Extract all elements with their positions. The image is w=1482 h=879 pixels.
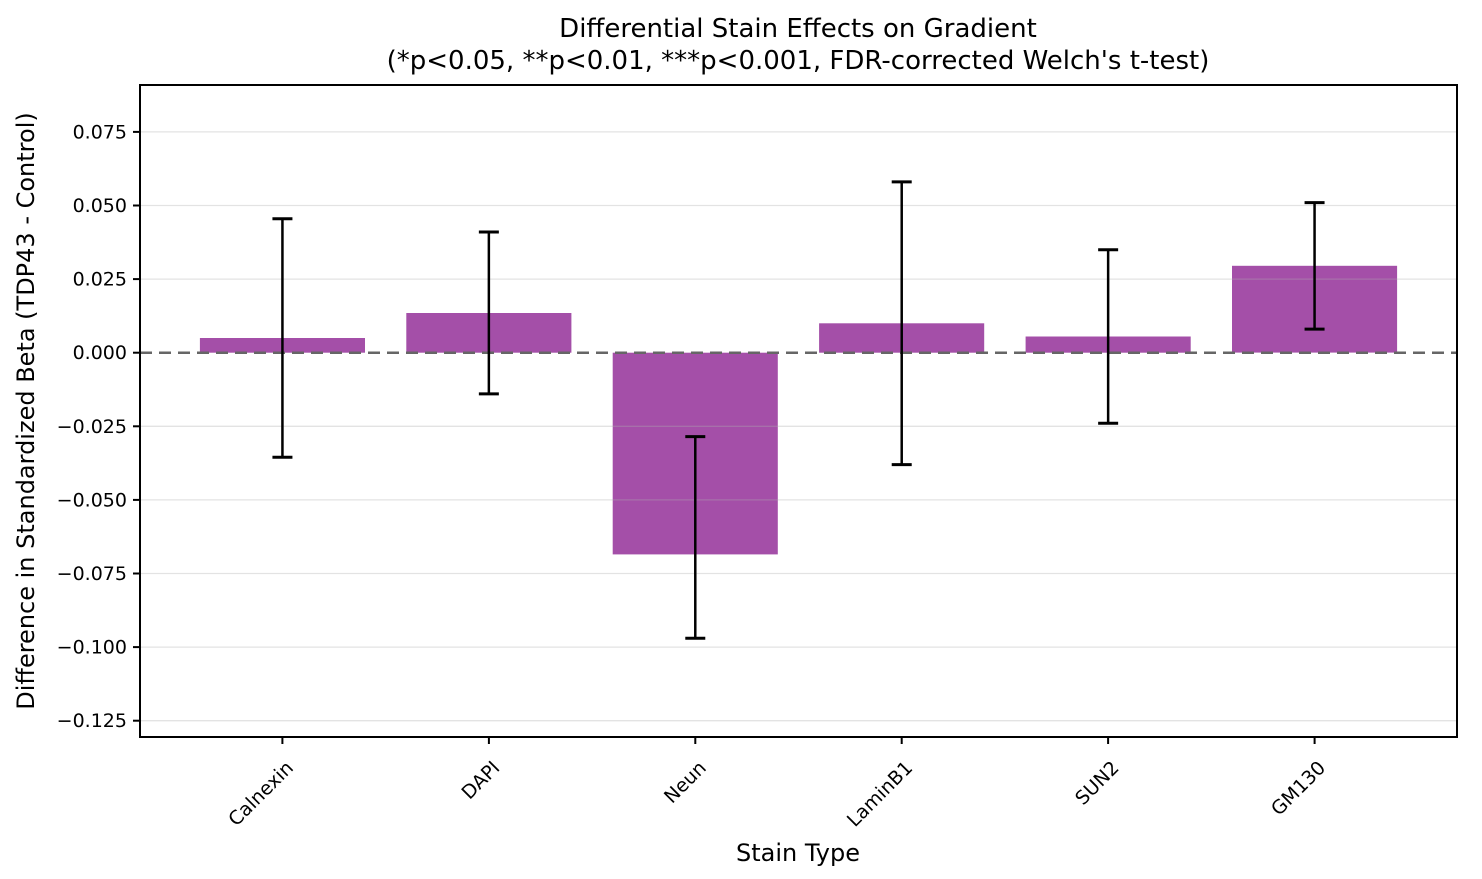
y-tick-label: 0.050 <box>73 195 127 217</box>
y-tick-label: −0.025 <box>57 416 127 438</box>
x-tick-label: DAPI <box>458 757 505 804</box>
y-tick-label: 0.000 <box>73 342 127 364</box>
error-bar-sun2 <box>1098 248 1119 425</box>
error-bars-layer <box>272 180 1325 640</box>
gridlines-layer <box>140 131 1457 722</box>
y-axis-label: Difference in Standardized Beta (TDP43 -… <box>12 112 40 709</box>
error-bar-neun <box>685 435 706 640</box>
y-tick-label: −0.075 <box>57 563 127 585</box>
bars-layer <box>199 265 1398 555</box>
y-tick-label: 0.025 <box>73 269 127 291</box>
y-tick-label: −0.100 <box>57 637 127 659</box>
x-tick-label: Calnexin <box>224 757 298 831</box>
x-tick-label: GM130 <box>1267 757 1330 820</box>
error-bar-dapi <box>478 230 499 396</box>
error-bar-laminb1 <box>891 180 912 467</box>
chart-subtitle: (*p<0.05, **p<0.01, ***p<0.001, FDR-corr… <box>387 46 1210 76</box>
y-tick-label: −0.050 <box>57 489 127 511</box>
x-axis-label: Stain Type <box>736 839 860 867</box>
y-tick-label: −0.125 <box>57 710 127 732</box>
error-bar-calnexin <box>272 217 293 459</box>
y-tick-label: 0.075 <box>73 121 127 143</box>
x-tick-label: Neun <box>660 757 711 808</box>
x-tick-label: LaminB1 <box>843 757 917 831</box>
error-bar-gm130 <box>1304 201 1325 331</box>
x-tick-label: SUN2 <box>1071 757 1124 810</box>
chart-title: Differential Stain Effects on Gradient <box>559 14 1037 44</box>
plot-border <box>139 84 1458 738</box>
